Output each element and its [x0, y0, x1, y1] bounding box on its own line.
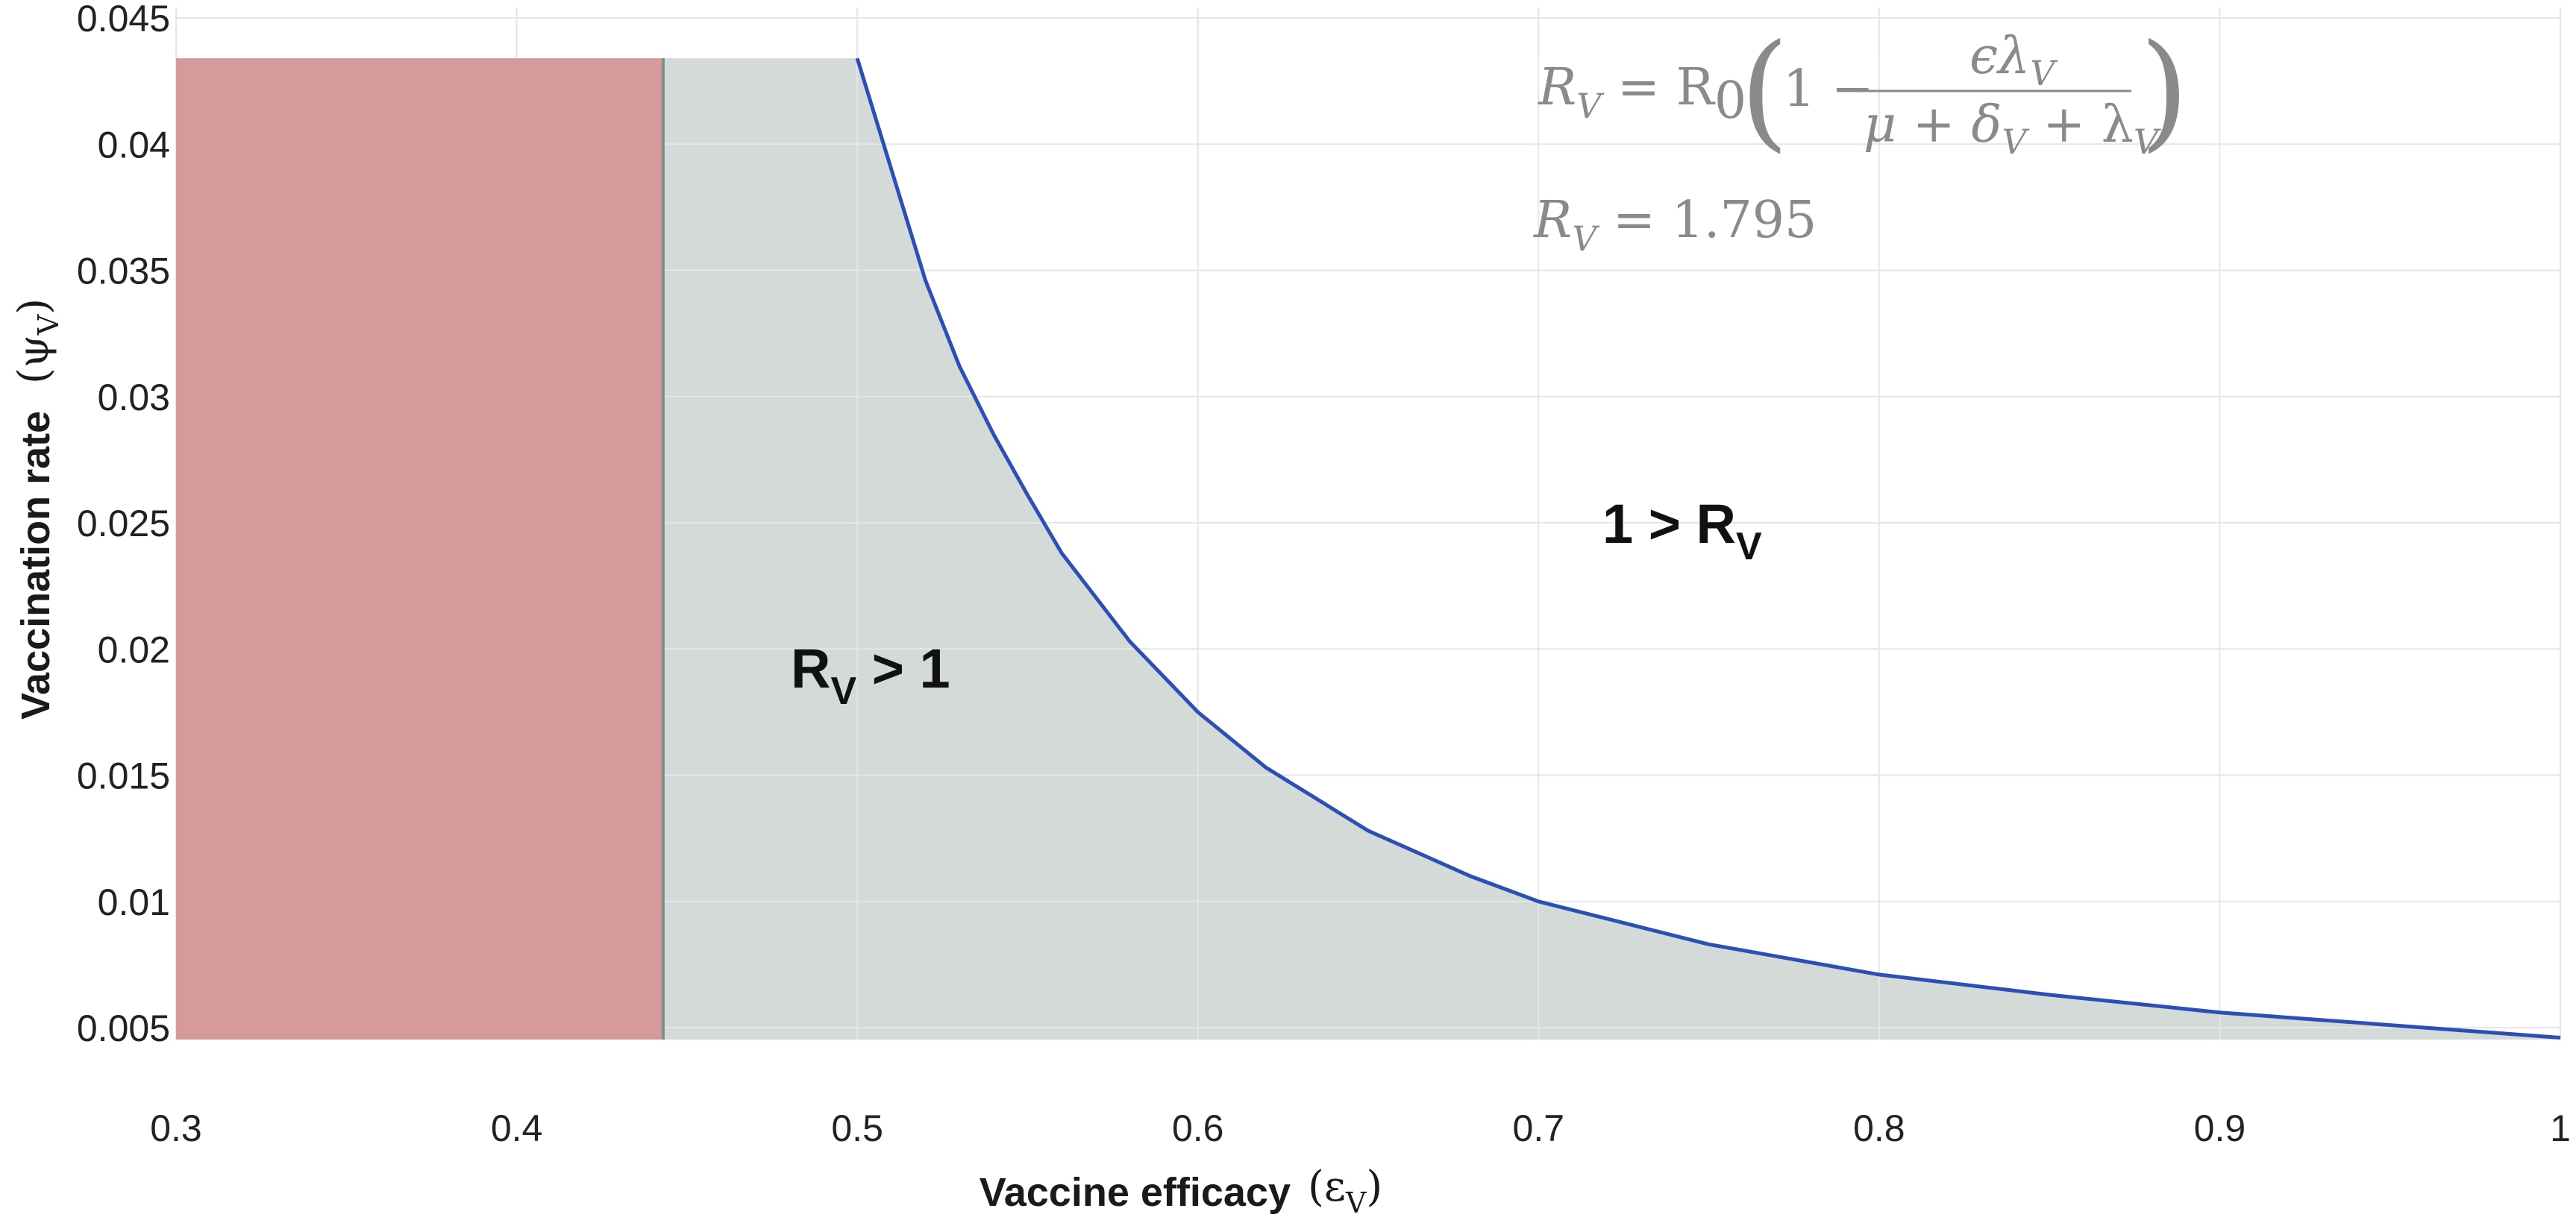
region-label-rv-sub-2: V [1736, 525, 1762, 568]
y-axis-symbol-sub: V [32, 314, 65, 336]
formula-one-minus: 1 − [1783, 60, 1874, 119]
y-tick-label: 0.025 [77, 503, 170, 544]
y-axis-symbol: (ψV) [10, 298, 65, 384]
white-region-rv-below-one [857, 57, 2562, 1038]
y-axis-ticks: 0.005 0.01 0.015 0.02 0.025 0.03 0.035 0.04 0.04… [77, 0, 170, 1049]
y-tick-label: 0.035 [77, 251, 170, 292]
formula-paren-right: ) [2140, 17, 2189, 165]
x-tick-label: 0.6 [1172, 1107, 1224, 1149]
formula-lhs: RV = R0 [1537, 58, 1746, 131]
region-label-rv-above-one: RV > 1 [791, 638, 950, 713]
y-tick-label: 0.045 [77, 0, 170, 40]
y-axis-title: Vaccination rate [13, 411, 58, 720]
y-tick-label: 0.03 [98, 377, 170, 418]
y-axis-title-group: Vaccination rate [13, 411, 58, 720]
y-axis-symbol-group: (ψV) [10, 298, 65, 384]
x-tick-label: 0.4 [491, 1107, 543, 1149]
x-axis-symbol-sub: V [1345, 1186, 1367, 1219]
y-tick-label: 0.005 [77, 1007, 170, 1049]
formula-value: RV = 1.795 [1532, 191, 1817, 259]
x-tick-label: 0.3 [150, 1107, 202, 1149]
x-tick-label: 0.9 [2194, 1107, 2246, 1149]
region-label-rv-sub: V [830, 670, 856, 713]
x-axis-title: Vaccine efficacy [980, 1170, 1291, 1215]
x-axis-symbol: (εV) [1308, 1163, 1382, 1219]
x-axis-ticks: 0.3 0.4 0.5 0.6 0.7 0.8 0.9 1 [150, 1107, 2571, 1149]
formula-numerator: ϵλV [1969, 27, 2058, 93]
formula-denominator: μ + δV + λV [1864, 95, 2162, 162]
red-region [176, 58, 663, 1040]
formula-paren-left: ( [1740, 17, 1789, 165]
x-tick-label: 0.8 [1853, 1107, 1905, 1149]
x-tick-label: 0.5 [831, 1107, 883, 1149]
y-tick-label: 0.02 [98, 629, 170, 670]
x-tick-label: 0.7 [1513, 1107, 1565, 1149]
threshold-curve [855, 57, 2561, 1040]
x-tick-label: 1 [2550, 1107, 2571, 1149]
y-tick-label: 0.01 [98, 881, 170, 923]
formula: RV = R0 ( 1 − ϵλV μ + δV + λV ) [1537, 17, 2189, 165]
y-tick-label: 0.015 [77, 755, 170, 797]
y-tick-label: 0.04 [98, 124, 170, 166]
region-label-rv-below-one: 1 > RV [1602, 493, 1762, 568]
